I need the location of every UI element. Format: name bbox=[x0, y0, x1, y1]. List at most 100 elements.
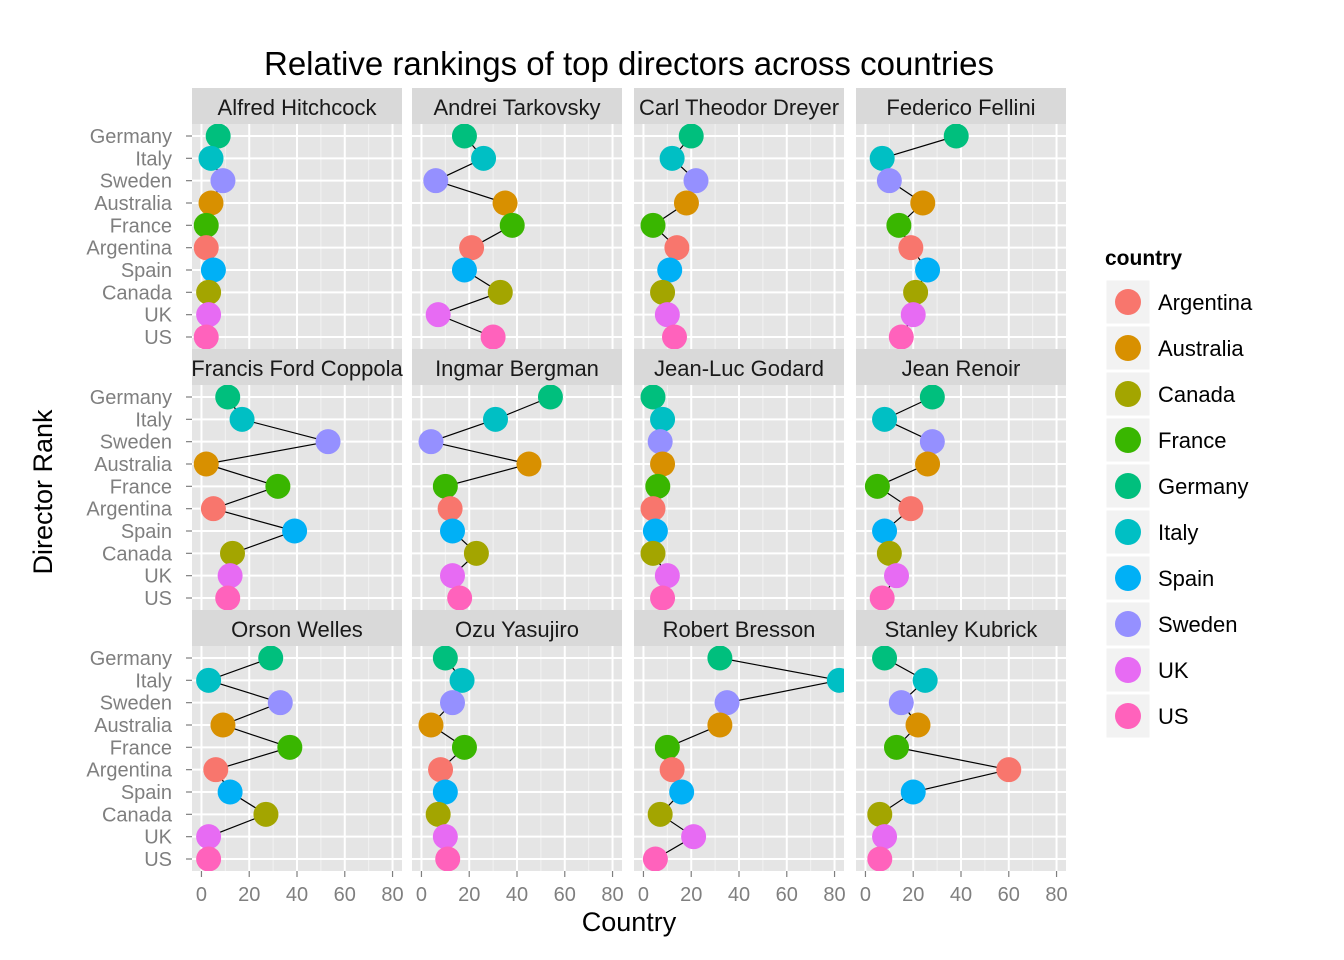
y-tick-label: Canada bbox=[102, 282, 173, 304]
y-tick-label: UK bbox=[144, 305, 172, 327]
panel-marks bbox=[423, 124, 525, 349]
data-point bbox=[435, 846, 461, 871]
data-point bbox=[900, 779, 926, 805]
y-tick-label: US bbox=[144, 849, 172, 871]
data-point bbox=[265, 473, 291, 499]
facet-panel: Orson Welles GermanyItalySwedenAustraliaF… bbox=[86, 610, 404, 906]
x-tick-label: 40 bbox=[286, 884, 308, 906]
facet-strip-label: Carl Theodor Dreyer bbox=[639, 95, 839, 120]
data-point bbox=[418, 712, 444, 738]
data-point bbox=[463, 540, 489, 566]
facet-panel: Carl Theodor Dreyer bbox=[634, 88, 844, 349]
legend-title: country bbox=[1105, 247, 1182, 270]
legend-label: Spain bbox=[1158, 566, 1214, 591]
x-tick-label: 60 bbox=[334, 884, 356, 906]
facet-strip-label: Stanley Kubrick bbox=[885, 617, 1039, 642]
data-point bbox=[215, 585, 241, 610]
data-point bbox=[449, 667, 475, 693]
data-point bbox=[499, 212, 525, 238]
x-tick-label: 20 bbox=[238, 884, 260, 906]
facet-strip bbox=[856, 88, 1066, 124]
facet-strip bbox=[412, 610, 622, 646]
facet-panel: Ozu Yasujiro 0 20 40 60 80 bbox=[412, 610, 624, 906]
legend-label: Italy bbox=[1158, 520, 1198, 545]
x-tick-label: 20 bbox=[458, 884, 480, 906]
data-point bbox=[418, 429, 444, 455]
data-point bbox=[432, 473, 458, 499]
facet-strip-label: Orson Welles bbox=[231, 617, 363, 642]
data-point bbox=[447, 585, 473, 610]
x-tick-label: 80 bbox=[823, 884, 845, 906]
data-point bbox=[282, 518, 308, 544]
data-point bbox=[876, 540, 902, 566]
facet-strip-label: Jean-Luc Godard bbox=[654, 356, 824, 381]
legend-label: Canada bbox=[1158, 382, 1236, 407]
facet-panel: Alfred Hitchcock GermanyItalySwedenAustra… bbox=[86, 88, 402, 349]
panel-marks bbox=[418, 385, 563, 610]
panel-marks bbox=[869, 124, 969, 349]
data-point bbox=[872, 824, 898, 850]
x-tick-label: 80 bbox=[1045, 884, 1067, 906]
panel-marks bbox=[193, 385, 341, 610]
connector-line bbox=[434, 135, 513, 338]
legend-key bbox=[1115, 335, 1141, 361]
data-point bbox=[483, 406, 509, 432]
data-point bbox=[425, 801, 451, 827]
legend-label: UK bbox=[1158, 658, 1189, 683]
data-point bbox=[650, 279, 676, 305]
data-point bbox=[229, 406, 255, 432]
y-tick-label: Argentina bbox=[86, 499, 172, 521]
data-point bbox=[432, 824, 458, 850]
x-axis-title: Country bbox=[582, 907, 677, 937]
x-tick-label: 0 bbox=[860, 884, 871, 906]
panel-marks bbox=[642, 646, 844, 871]
facet-strip-label: Federico Fellini bbox=[886, 95, 1035, 120]
x-tick-label: 40 bbox=[728, 884, 750, 906]
x-tick-label: 20 bbox=[902, 884, 924, 906]
data-point bbox=[425, 302, 451, 328]
x-tick-label: 0 bbox=[416, 884, 427, 906]
data-point bbox=[647, 429, 673, 455]
y-tick-label: Sweden bbox=[100, 432, 172, 454]
data-point bbox=[492, 190, 518, 216]
x-tick-label: 40 bbox=[950, 884, 972, 906]
y-tick-label: Germany bbox=[90, 648, 172, 670]
panel-marks bbox=[867, 646, 1022, 871]
data-point bbox=[662, 324, 687, 349]
facet-strip bbox=[412, 88, 622, 124]
data-point bbox=[440, 518, 466, 544]
y-tick-label: Germany bbox=[90, 126, 172, 148]
data-point bbox=[714, 690, 740, 716]
facet-strip-label: Alfred Hitchcock bbox=[218, 95, 378, 120]
facet-strip-label: Francis Ford Coppola bbox=[191, 356, 403, 381]
x-tick-label: 0 bbox=[638, 884, 649, 906]
data-point bbox=[196, 667, 222, 693]
facet-panels: Alfred HitchcockGermanyItalySwedenAustra… bbox=[86, 88, 1068, 906]
data-point bbox=[919, 429, 945, 455]
legend-label: Sweden bbox=[1158, 612, 1238, 637]
data-point bbox=[869, 585, 895, 610]
legend-key bbox=[1115, 381, 1141, 407]
x-tick-label: 40 bbox=[506, 884, 528, 906]
data-point bbox=[193, 235, 219, 261]
connector-line bbox=[206, 657, 292, 859]
facet-strip bbox=[634, 349, 844, 385]
data-point bbox=[210, 168, 236, 194]
facet-panel: Andrei Tarkovsky bbox=[412, 88, 622, 349]
y-tick-label: Sweden bbox=[100, 171, 172, 193]
data-point bbox=[888, 324, 914, 349]
data-point bbox=[217, 563, 243, 589]
data-point bbox=[905, 712, 931, 738]
y-tick-label: Italy bbox=[135, 148, 172, 170]
panel-marks bbox=[640, 124, 709, 349]
data-point bbox=[451, 124, 477, 149]
y-tick-label: Australia bbox=[94, 454, 173, 476]
data-point bbox=[650, 585, 676, 610]
y-tick-label: Italy bbox=[135, 670, 172, 692]
data-point bbox=[451, 257, 477, 283]
data-point bbox=[683, 168, 709, 194]
data-point bbox=[451, 734, 477, 760]
y-tick-label: Argentina bbox=[86, 238, 172, 260]
legend-key bbox=[1115, 657, 1141, 683]
